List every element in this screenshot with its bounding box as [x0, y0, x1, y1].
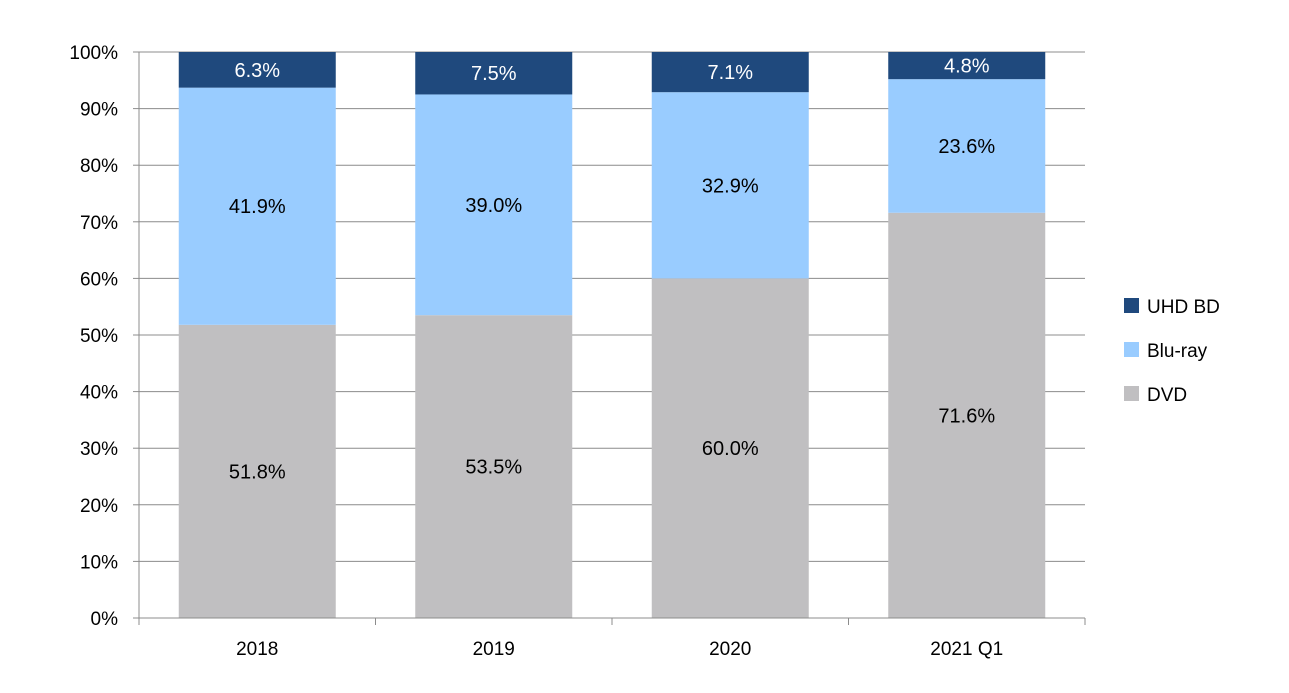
y-tick-label: 10% [80, 552, 118, 573]
bar-segment [888, 212, 1046, 618]
y-tick-label: 100% [69, 43, 118, 64]
y-tick-label: 40% [80, 383, 118, 404]
data-label: 60.0% [702, 438, 759, 460]
legend-label: Blu-ray [1147, 341, 1208, 362]
legend: UHD BD Blu-ray DVD [1124, 297, 1220, 406]
x-tick-label: 2018 [236, 639, 278, 660]
bar-segment [651, 278, 809, 618]
y-tick-label: 20% [80, 496, 118, 517]
y-tick-label: 30% [80, 439, 118, 460]
bar-segment [178, 324, 336, 618]
y-tick-label: 50% [80, 326, 118, 347]
data-label: 32.9% [702, 175, 759, 197]
data-label: 39.0% [465, 195, 522, 217]
axes [138, 52, 1086, 625]
y-tick-label: 70% [80, 213, 118, 234]
data-label: 23.6% [938, 136, 995, 158]
bar-segment [415, 52, 573, 95]
bar-segment [888, 79, 1046, 213]
data-labels: 51.8% 41.9% 6.3% 53.5% 39.0% 7.5% 60.0% 32.9% 7.… [229, 56, 995, 484]
y-axis-tick-labels: 0% 10% 20% 30% 40% 50% 60% 70% 80% 90% 100% [69, 43, 118, 630]
data-label: 41.9% [229, 196, 286, 218]
data-label: 6.3% [234, 60, 280, 82]
bar-segment [415, 94, 573, 316]
x-axis-tick-labels: 2018 2019 2020 2021 Q1 [236, 639, 1003, 660]
data-label: 4.8% [944, 56, 990, 78]
legend-label: DVD [1147, 385, 1187, 406]
x-tick-label: 2019 [473, 639, 515, 660]
bar-segment [178, 87, 336, 325]
bars [178, 52, 1046, 618]
y-tick-label: 60% [80, 269, 118, 290]
bar-segment [651, 52, 809, 93]
bar-segment [888, 52, 1046, 80]
x-tick-label: 2020 [709, 639, 751, 660]
x-tick-label: 2021 Q1 [930, 639, 1003, 660]
legend-swatch [1124, 386, 1139, 401]
data-label: 71.6% [938, 405, 995, 427]
bar-segment [178, 52, 336, 88]
bar-segment [415, 315, 573, 618]
data-label: 7.5% [471, 63, 517, 85]
y-tick-label: 80% [80, 156, 118, 177]
legend-swatch [1124, 342, 1139, 357]
data-label: 53.5% [465, 457, 522, 479]
legend-swatch [1124, 298, 1139, 313]
data-label: 51.8% [229, 461, 286, 483]
y-tick-label: 0% [91, 609, 119, 630]
data-label: 7.1% [707, 62, 753, 84]
bar-segment [651, 92, 809, 279]
y-tick-label: 90% [80, 100, 118, 121]
legend-label: UHD BD [1147, 297, 1220, 318]
